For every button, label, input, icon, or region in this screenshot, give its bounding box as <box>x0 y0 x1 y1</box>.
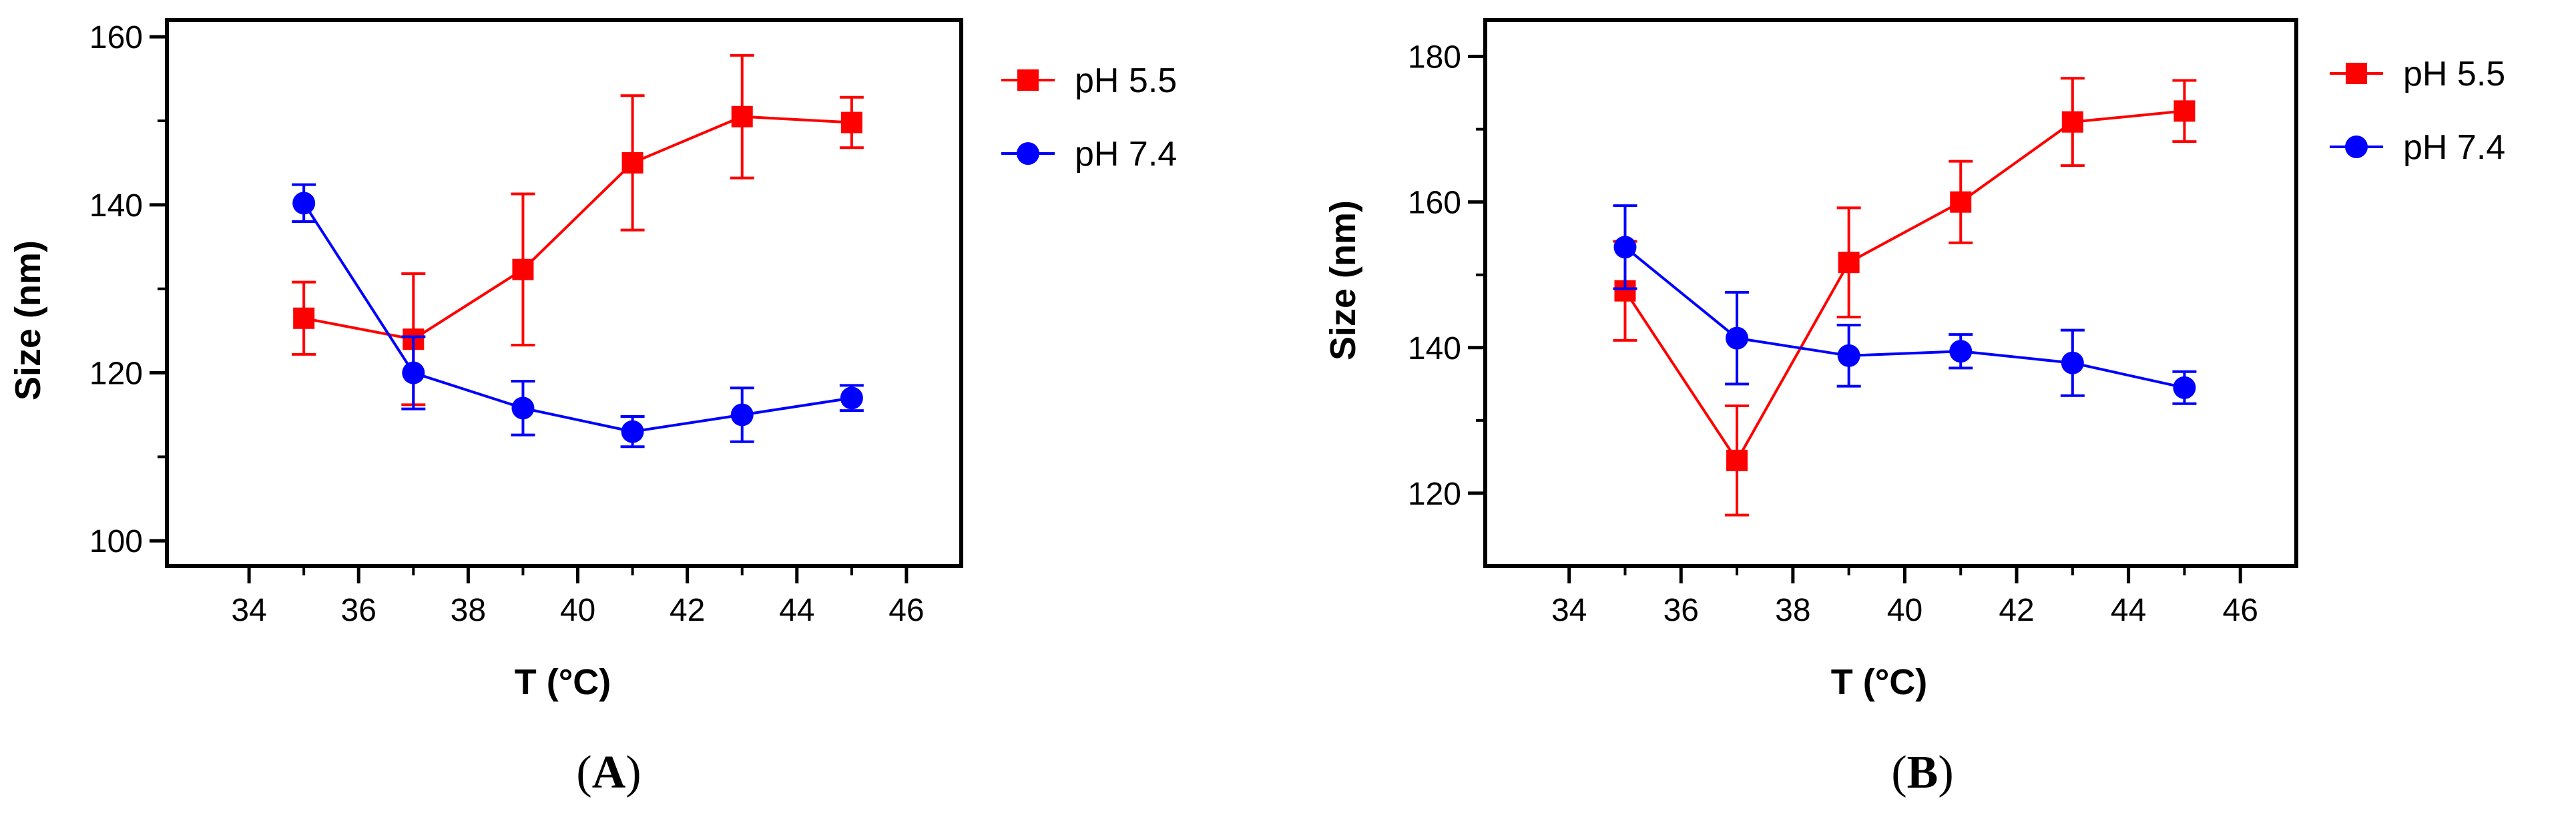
plot-frame <box>1483 18 2298 568</box>
data-point-square <box>1950 191 1972 213</box>
data-point-circle <box>1613 236 1637 259</box>
x-axis-title: T (°C) <box>1831 662 1928 702</box>
chart-panel-b: Size (nm) T (°C) (B) 34 36 38 40 42 44 46 120 14… <box>1323 18 2505 798</box>
data-point-circle <box>730 403 754 427</box>
data-point-circle <box>1837 344 1860 367</box>
series-line <box>1623 109 2185 463</box>
x-tick-label: 44 <box>2111 593 2146 628</box>
chart-panel-a: Size (nm) T (°C) (A) 34 36 38 40 42 44 46 100 12… <box>8 18 1177 798</box>
panel-label: (B) <box>1891 747 1953 798</box>
legend-label: pH 5.5 <box>2403 55 2505 93</box>
data-point-square <box>1726 449 1748 471</box>
y-axis-title: Size (nm) <box>8 240 48 400</box>
series-line <box>302 202 852 433</box>
x-tick-label: 36 <box>1663 593 1699 628</box>
panel-label: (A) <box>576 747 641 798</box>
data-point-circle <box>1726 326 1749 350</box>
legend-marker-square <box>1017 69 1039 91</box>
data-point-circle <box>292 192 316 215</box>
y-axis-title: Size (nm) <box>1323 200 1363 360</box>
data-point-circle <box>2173 376 2196 399</box>
series-line <box>1624 246 2185 389</box>
data-point-square <box>1838 252 1860 274</box>
legend-marker-circle <box>1017 142 1039 165</box>
x-tick-label: 34 <box>231 593 266 628</box>
y-tick-label: 160 <box>1408 186 1461 221</box>
y-tick-label: 120 <box>89 356 143 392</box>
y-tick-label: 100 <box>89 524 143 559</box>
data-point-square <box>731 105 753 127</box>
x-tick-label: 42 <box>670 593 705 628</box>
legend-marker-circle <box>2345 136 2368 158</box>
data-point-circle <box>402 361 425 384</box>
x-tick-label: 46 <box>888 593 924 628</box>
y-tick-label: 120 <box>1408 477 1461 512</box>
legend-label: pH 7.4 <box>1075 135 1177 174</box>
x-tick-label: 38 <box>1775 593 1810 628</box>
y-tick-label: 180 <box>1408 40 1461 75</box>
x-tick-label: 40 <box>560 593 595 628</box>
x-tick-label: 36 <box>341 593 376 628</box>
data-point-circle <box>2061 351 2084 374</box>
x-tick-label: 38 <box>451 593 486 628</box>
data-point-circle <box>1949 340 1973 363</box>
y-tick-label: 140 <box>1408 331 1461 366</box>
y-tick-label: 140 <box>89 188 143 224</box>
data-point-circle <box>840 386 863 410</box>
y-tick-label: 160 <box>89 20 143 55</box>
x-axis-title: T (°C) <box>515 662 611 702</box>
data-point-square <box>2173 100 2196 122</box>
legend-marker-square <box>2346 63 2367 84</box>
data-point-square <box>293 307 315 329</box>
x-tick-label: 34 <box>1551 593 1587 628</box>
data-point-square <box>2061 111 2083 133</box>
data-point-square <box>621 152 643 174</box>
x-tick-label: 44 <box>779 593 814 628</box>
legend-label: pH 7.4 <box>2403 128 2505 167</box>
legend-label: pH 5.5 <box>1075 61 1177 100</box>
plot-frame <box>165 18 963 568</box>
data-point-circle <box>621 420 644 443</box>
data-point-square <box>840 111 862 133</box>
series-line <box>303 115 852 341</box>
x-tick-label: 46 <box>2223 593 2258 628</box>
x-tick-label: 42 <box>1999 593 2034 628</box>
data-point-circle <box>511 396 535 420</box>
x-tick-label: 40 <box>1887 593 1922 628</box>
data-point-square <box>512 258 534 280</box>
